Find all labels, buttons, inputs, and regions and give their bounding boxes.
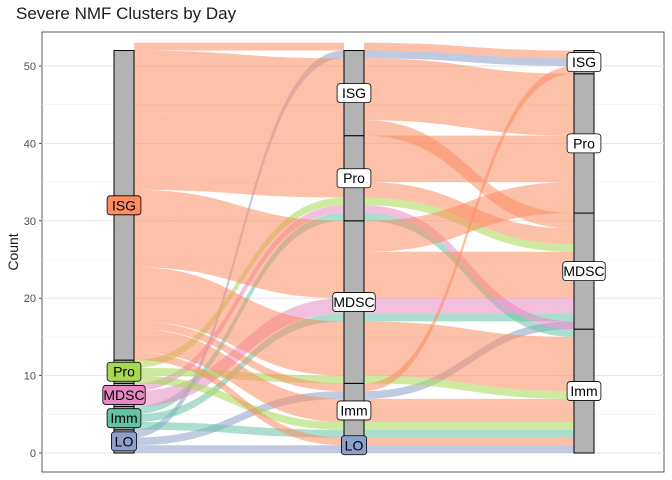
flow-ribbon	[134, 127, 344, 183]
flow-ribbon	[364, 135, 574, 183]
y-tick-label: 40	[24, 138, 36, 150]
y-tick-label: 50	[24, 61, 36, 73]
stratum-label-box	[566, 52, 602, 73]
flow-ribbon	[364, 375, 574, 399]
flow-ribbon	[134, 42, 344, 51]
stratum-label: Imm	[110, 410, 137, 426]
flow-ribbon	[364, 120, 574, 229]
flow-ribbon	[134, 189, 344, 252]
flows-layer	[134, 42, 574, 453]
stratum-label: Pro	[343, 170, 365, 186]
flow-ribbon	[364, 42, 574, 59]
stratum-label: ISG	[112, 197, 136, 213]
y-tick-label: 20	[24, 293, 36, 305]
y-tick-label: 30	[24, 216, 36, 228]
stratum-label: LO	[345, 437, 364, 453]
flow-ribbon	[364, 298, 574, 314]
stratum-label-box	[336, 168, 372, 189]
stratum-label-box	[562, 261, 606, 282]
flow-ribbon	[364, 445, 574, 453]
flow-ribbon	[134, 445, 344, 453]
stratum-label-box	[106, 408, 142, 429]
stratum-label-box	[566, 133, 602, 154]
flow-ribbon	[364, 422, 574, 430]
flow-ribbon	[134, 174, 344, 198]
y-tick-label: 0	[30, 448, 36, 460]
stratum-label: LO	[115, 433, 134, 449]
flow-ribbon	[364, 50, 574, 66]
flow-ribbon	[134, 220, 344, 299]
flow-ribbon	[134, 391, 344, 446]
y-axis-title: Count	[5, 233, 21, 270]
y-tick-label: 10	[24, 371, 36, 383]
chart-title: Severe NMF Clusters by Day	[16, 4, 237, 23]
stratum-label-box	[336, 83, 372, 103]
stratum-label-box	[111, 431, 138, 452]
stratum-label: Imm	[570, 383, 597, 399]
flow-ribbon	[364, 58, 574, 136]
stratum-label: Imm	[340, 402, 367, 418]
flow-ribbon	[134, 321, 344, 392]
flow-ribbon	[134, 50, 344, 121]
stratum-label-box	[106, 195, 142, 216]
stratum-label: MDSC	[333, 294, 374, 310]
flow-ribbon	[364, 321, 574, 392]
flow-ribbon	[364, 398, 574, 423]
stratum-label-box	[340, 435, 367, 456]
stratum-label: Pro	[573, 135, 595, 151]
flow-ribbon	[364, 429, 574, 438]
stratum-label-box	[332, 292, 376, 312]
flow-ribbon	[134, 329, 344, 423]
stratum-label-box	[106, 361, 142, 382]
stratum-label: Pro	[113, 364, 135, 380]
flow-ribbon	[134, 267, 344, 376]
stratum-label: ISG	[342, 85, 366, 101]
flow-ribbon	[134, 112, 344, 136]
flow-ribbon	[364, 251, 574, 299]
stratum-label-box	[566, 381, 602, 401]
labels-layer: LO Imm MDSC Pro ISG LO Imm MDSC Pro ISG Imm MDSC Pro…	[102, 52, 606, 456]
stratum-label: MDSC	[563, 263, 604, 279]
stratum-label: MDSC	[103, 387, 144, 403]
stratum-label: ISG	[572, 54, 596, 70]
stratum-label-box	[336, 400, 372, 421]
flow-ribbon	[134, 352, 344, 446]
stratum-label-box	[102, 385, 146, 405]
flow-ribbon	[364, 437, 574, 446]
flow-ribbon	[364, 182, 574, 245]
